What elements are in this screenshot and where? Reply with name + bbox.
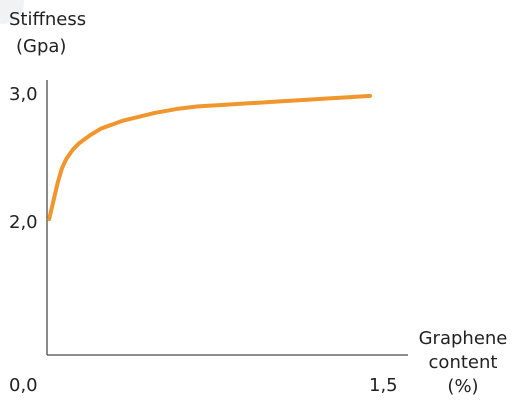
x-axis-title-line-3: (%)	[447, 376, 479, 397]
stiffness-series-line	[47, 93, 372, 222]
y-tick-label-2: 2,0	[9, 212, 38, 233]
y-tick-label-3: 3,0	[9, 84, 38, 105]
x-axis-title-line-2: content	[428, 352, 498, 373]
x-axis-title-line-1: Graphene	[418, 328, 508, 349]
x-tick-label-0: 0,0	[9, 375, 38, 396]
y-axis-title-line-1: Stiffness	[9, 9, 87, 30]
x-tick-label-1-5: 1,5	[369, 375, 398, 396]
y-axis-title-line-2: (Gpa)	[16, 36, 67, 57]
